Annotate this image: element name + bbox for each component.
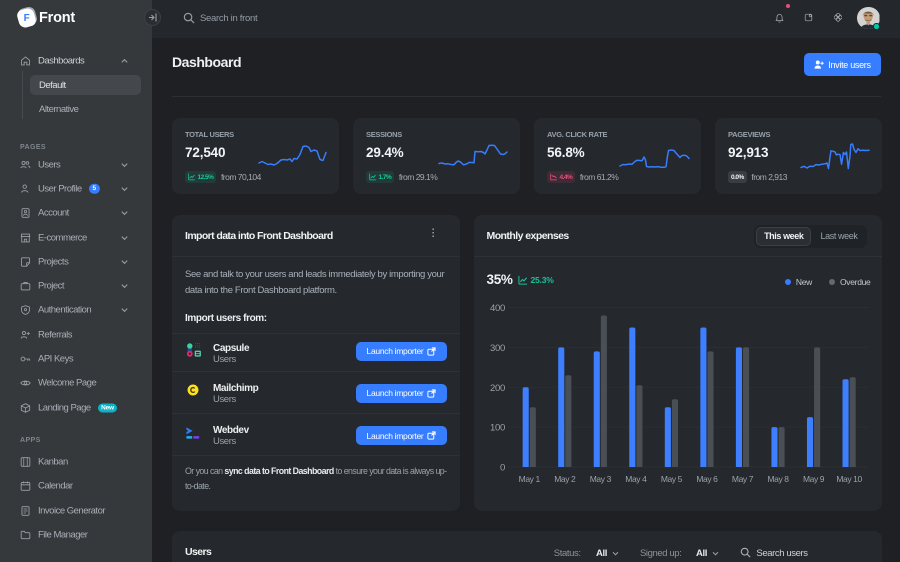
svg-text:400: 400 <box>490 303 505 314</box>
svg-text:May 2: May 2 <box>554 474 576 484</box>
svg-text:May 4: May 4 <box>625 474 647 484</box>
svg-text:May 9: May 9 <box>802 474 824 484</box>
svg-text:May 3: May 3 <box>589 474 611 484</box>
svg-text:200: 200 <box>490 383 505 394</box>
svg-text:May 7: May 7 <box>731 474 753 484</box>
svg-text:May 5: May 5 <box>660 474 682 484</box>
svg-text:May 6: May 6 <box>696 474 718 484</box>
svg-text:May 1: May 1 <box>518 474 540 484</box>
svg-text:May 10: May 10 <box>836 474 862 484</box>
svg-text:May 8: May 8 <box>767 474 789 484</box>
svg-text:300: 300 <box>490 343 505 354</box>
svg-text:0: 0 <box>500 463 505 474</box>
svg-text:100: 100 <box>490 423 505 434</box>
